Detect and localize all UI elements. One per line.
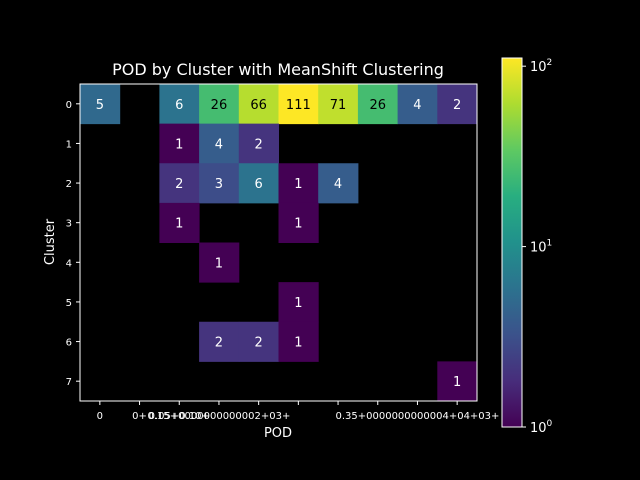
x-tick-label-8: 0.35+0000000000004+04+03+ <box>335 411 499 422</box>
y-tick-label-5: 5 <box>66 298 72 309</box>
heatmap-cell-r0-c2 <box>159 84 200 125</box>
heatmap-cell-r5-c5 <box>278 282 319 323</box>
heatmap-cell-r4-c3 <box>199 242 240 283</box>
cell-value-label-r0-c7: 26 <box>369 98 386 113</box>
heatmap-cell-r7-c9 <box>437 361 478 402</box>
cell-value-label-r2-c6: 4 <box>334 177 342 192</box>
y-tick-label-4: 4 <box>66 258 72 269</box>
heatmap-cell-r2-c4 <box>238 163 279 204</box>
cell-value-label-r0-c9: 2 <box>453 98 461 113</box>
cell-value-label-r2-c3: 3 <box>215 177 223 192</box>
x-tick-label-3: 0.15+0000000000002+03+ <box>148 411 291 422</box>
cell-value-label-r1-c3: 4 <box>215 137 223 152</box>
heatmap-cell-r0-c9 <box>437 84 478 125</box>
cell-value-label-r4-c3: 1 <box>215 256 223 271</box>
cell-value-label-r0-c2: 6 <box>175 98 183 113</box>
cell-value-label-r2-c2: 2 <box>175 177 183 192</box>
y-tick-label-1: 1 <box>66 139 72 150</box>
cell-value-label-r0-c0: 5 <box>96 98 104 113</box>
plot-frame <box>79 83 478 402</box>
cell-value-label-r1-c2: 1 <box>175 137 183 152</box>
heatmap-cell-r3-c5 <box>278 202 319 243</box>
y-tick-label-2: 2 <box>66 179 72 190</box>
cell-value-label-r6-c3: 2 <box>215 336 223 351</box>
y-axis-label: Cluster <box>43 218 58 265</box>
heatmap-cell-r0-c0 <box>80 84 121 125</box>
y-tick-label-0: 0 <box>66 100 72 111</box>
colorbar-tick-label-0: 100 <box>530 419 553 436</box>
cell-value-label-r6-c5: 1 <box>294 336 302 351</box>
heatmap-cell-r2-c2 <box>159 163 200 204</box>
heatmap-cell-r0-c3 <box>199 84 240 125</box>
heatmap-cell-r6-c5 <box>278 321 319 362</box>
heatmap-cell-r1-c2 <box>159 123 200 164</box>
chart-title: POD by Cluster with MeanShift Clustering <box>112 60 444 79</box>
x-tick-label-1: 0+ <box>132 411 147 422</box>
y-tick-label-7: 7 <box>66 377 72 388</box>
colorbar-gradient <box>501 57 523 428</box>
heatmap-cell-r0-c8 <box>397 84 438 125</box>
cell-value-label-r6-c4: 2 <box>255 336 263 351</box>
colorbar-tick-label-1: 101 <box>530 239 552 256</box>
y-tick-label-3: 3 <box>66 219 72 230</box>
x-tick-label-2: 0.05+0.10+ <box>149 411 210 422</box>
cell-value-label-r3-c2: 1 <box>175 217 183 232</box>
heatmap-cell-r2-c6 <box>318 163 359 204</box>
cell-value-label-r5-c5: 1 <box>294 296 302 311</box>
cell-value-label-r1-c4: 2 <box>255 137 263 152</box>
x-tick-label-0: 0 <box>97 411 103 422</box>
cell-value-label-r2-c4: 6 <box>255 177 263 192</box>
heatmap-cell-r0-c5 <box>278 84 319 125</box>
colorbar-ticks: 100 101 102 <box>522 58 553 436</box>
heatmap-cell-r3-c2 <box>159 202 200 243</box>
heatmap-cell-r1-c4 <box>238 123 279 164</box>
heatmap-cell-r0-c4 <box>238 84 279 125</box>
heatmap-cell-r2-c3 <box>199 163 240 204</box>
x-axis-label: POD <box>264 426 292 441</box>
cell-value-label-r3-c5: 1 <box>294 217 302 232</box>
cell-value-label-r0-c3: 26 <box>211 98 228 113</box>
heatmap-cell-r2-c5 <box>278 163 319 204</box>
y-tick-label-6: 6 <box>66 338 72 349</box>
heatmap-cell-r0-c6 <box>318 84 359 125</box>
colorbar-tick-label-2: 102 <box>530 58 552 75</box>
heatmap-cell-r6-c3 <box>199 321 240 362</box>
heatmap-cell-r0-c7 <box>357 84 399 125</box>
cell-value-label-r0-c4: 66 <box>250 98 267 113</box>
x-axis: 0 0+ 0.05+0.10+0.15+0000000000002+03+ 0.35+… <box>97 401 499 422</box>
colorbar: 100 101 102 <box>501 57 553 436</box>
heatmap-cell-r1-c3 <box>199 123 240 164</box>
cell-value-label-r7-c9: 1 <box>453 375 461 390</box>
heatmap-cell-r6-c4 <box>238 321 279 362</box>
cell-value-label-r0-c8: 4 <box>413 98 421 113</box>
y-axis: 0 1 2 3 4 5 6 7 <box>66 100 80 388</box>
cell-value-label-r2-c5: 1 <box>294 177 302 192</box>
cell-value-label-r0-c5: 111 <box>286 98 311 113</box>
cell-value-label-r0-c6: 71 <box>330 98 347 113</box>
